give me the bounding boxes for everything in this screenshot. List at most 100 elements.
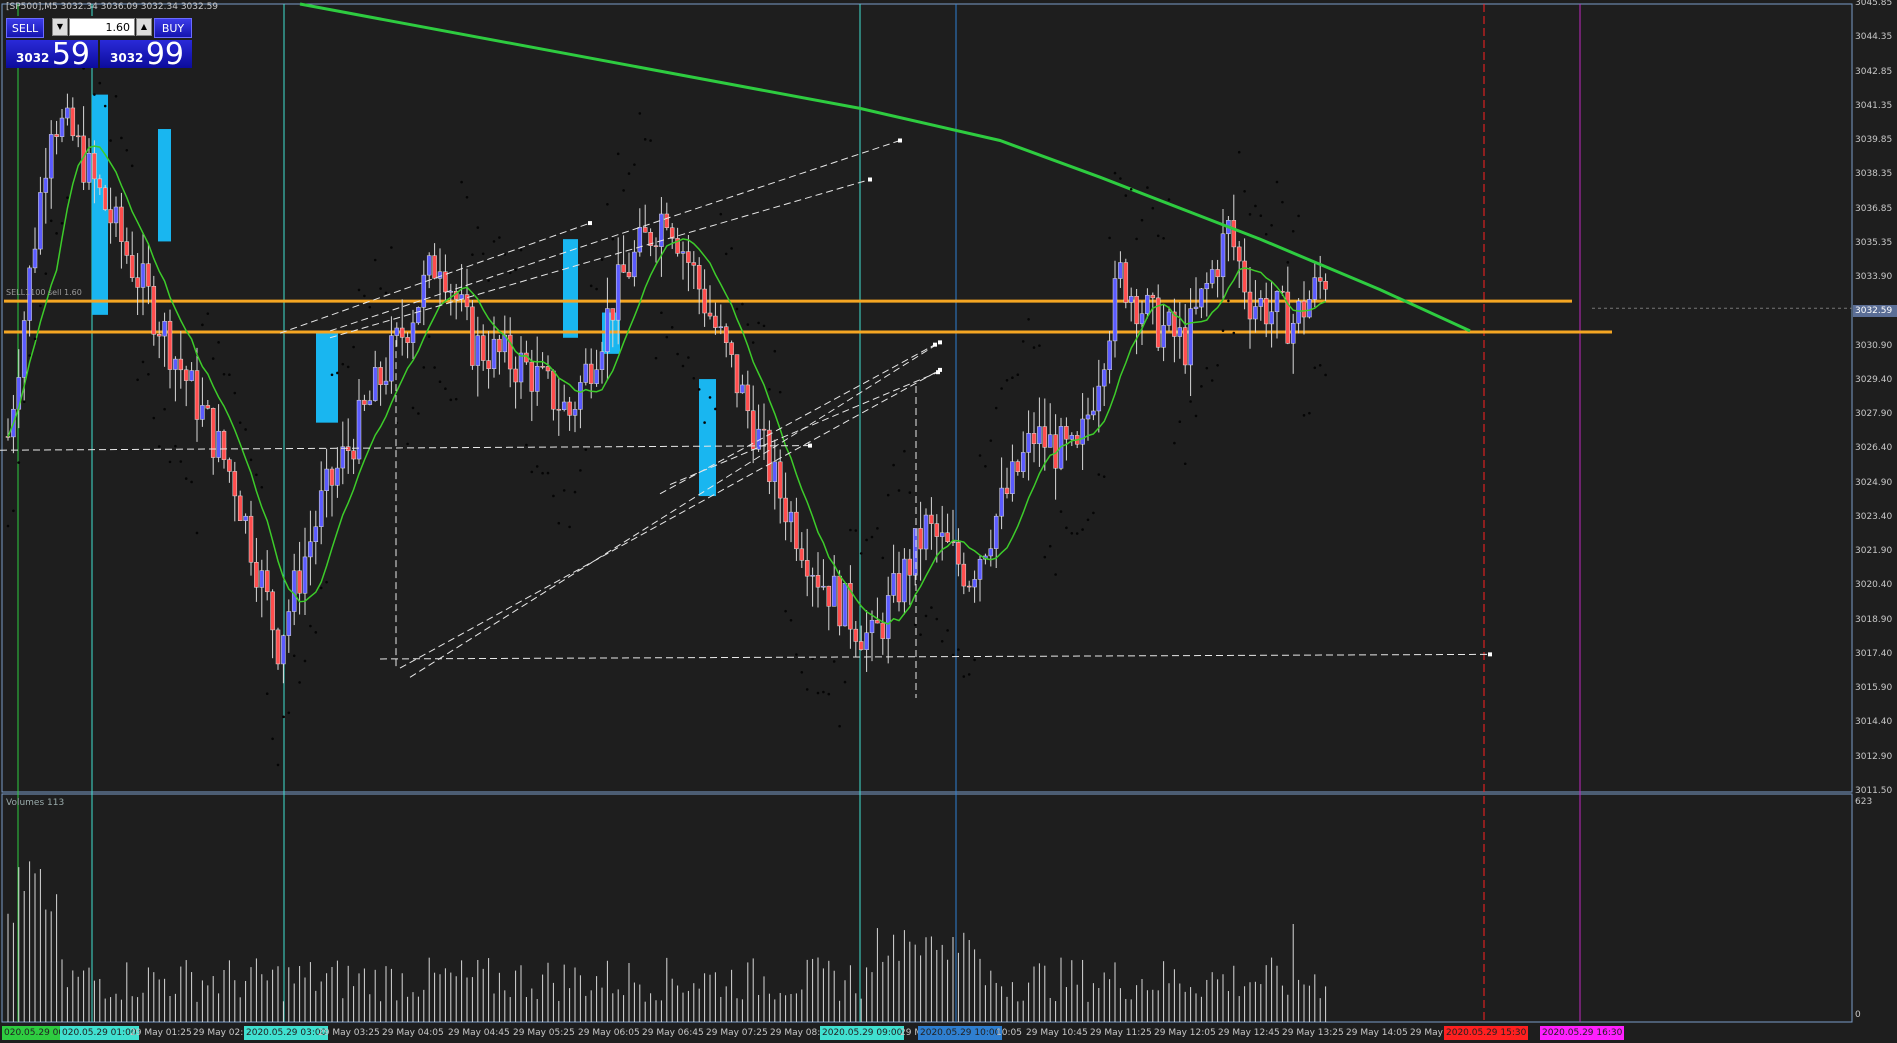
sar-dot (654, 356, 658, 360)
sar-dot (55, 232, 58, 235)
time-tick-label: 29 May 08: (770, 1028, 821, 1038)
bull-candle (902, 558, 907, 603)
bull-candle (1307, 299, 1312, 318)
sar-dot (1146, 186, 1149, 189)
time-tick-label: 29 May 07:25 (706, 1028, 768, 1038)
bear-candle (918, 528, 923, 550)
sar-dot (870, 535, 874, 539)
sar-dot (130, 164, 134, 168)
price-tick-label: 3041.35 (1855, 100, 1893, 111)
sar-dot (784, 609, 787, 613)
bear-candle (1172, 311, 1177, 337)
sar-dot (886, 493, 890, 497)
bear-candle (826, 585, 832, 607)
sar-dot (120, 136, 123, 140)
sar-dot (255, 473, 258, 477)
bear-candle (237, 495, 243, 521)
bear-candle (1231, 220, 1237, 248)
sar-dot (39, 304, 42, 308)
bear-candle (227, 459, 232, 472)
price-tick-label: 3021.90 (1855, 546, 1893, 557)
sar-dot (1237, 150, 1241, 154)
bear-candle (205, 405, 211, 409)
bear-candle (956, 542, 961, 565)
volume-panel-label: Volumes 113 (6, 798, 65, 808)
bear-candle (707, 312, 713, 317)
bear-candle (961, 563, 967, 587)
bull-candle (1047, 434, 1053, 448)
sar-dot (724, 252, 728, 256)
sar-dot (670, 326, 674, 329)
sar-dot (103, 104, 107, 108)
bear-candle (783, 497, 788, 523)
sar-dot (892, 463, 895, 467)
bull-candle (416, 307, 421, 324)
sar-dot (93, 93, 96, 96)
sar-dot (913, 623, 917, 627)
bear-candle (556, 408, 562, 411)
lot-size-input[interactable]: 1.60 (69, 18, 135, 36)
price-tick-label: 3039.85 (1855, 135, 1893, 146)
buy-price-box[interactable]: 3032 99 (100, 37, 192, 72)
sar-dot (1173, 441, 1176, 445)
price-tick-label: 3023.40 (1855, 511, 1893, 522)
bull-candle (977, 558, 983, 580)
time-tick-label: 29 M (900, 1028, 923, 1038)
bull-candle (1118, 262, 1123, 279)
sar-dot (98, 81, 102, 85)
slow-moving-average (299, 2, 1471, 333)
highlight-box-3 (563, 239, 578, 338)
bear-candle (723, 326, 729, 343)
sar-dot (940, 639, 944, 643)
sar-dot (881, 556, 885, 560)
sar-dot (1221, 329, 1225, 332)
bear-candle (146, 263, 151, 287)
bear-candle (1323, 281, 1328, 290)
sar-dot (406, 442, 409, 446)
bear-candle (119, 206, 124, 242)
bear-candle (648, 232, 653, 246)
bear-candle (1123, 262, 1129, 303)
sar-dot (957, 648, 960, 651)
sar-dot (1232, 331, 1236, 335)
buy-button[interactable]: BUY (154, 18, 192, 38)
trendline-handle (588, 221, 592, 226)
lot-decrease-button[interactable]: ▼ (52, 18, 68, 36)
price-tick-label: 3017.40 (1855, 648, 1893, 659)
bear-candle (156, 334, 162, 337)
sar-dot (827, 692, 831, 696)
sar-dot (665, 335, 669, 339)
bear-candle (1134, 296, 1139, 325)
sell-button[interactable]: SELL (6, 18, 44, 38)
sar-dot (1200, 385, 1203, 388)
sar-dot (897, 489, 901, 492)
sar-dot (1108, 236, 1111, 240)
bear-candle (464, 294, 470, 308)
sar-dot (562, 489, 566, 492)
bull-candle (1145, 294, 1150, 314)
bear-candle (767, 429, 772, 482)
ohlc-readout: 3032.34 3036.09 3032.34 3032.59 (60, 2, 219, 12)
bear-candle (1064, 426, 1069, 440)
sar-dot (714, 407, 717, 411)
trendline-handle (938, 340, 942, 345)
bull-candle (864, 632, 869, 650)
sar-dot (768, 388, 771, 391)
bear-candle (702, 288, 707, 314)
bull-candle (939, 532, 945, 537)
bear-candle (178, 358, 184, 371)
bear-candle (167, 320, 173, 370)
highlight-box-5 (699, 379, 716, 497)
time-tick-label: 29 May (1410, 1028, 1443, 1038)
sar-dot (390, 246, 393, 249)
sell-price-box[interactable]: 3032 59 (6, 37, 98, 72)
lot-increase-button[interactable]: ▲ (136, 18, 152, 36)
bull-candle (1253, 306, 1258, 320)
time-tick-label: 10:05 (996, 1028, 1022, 1038)
sar-dot (1313, 366, 1317, 370)
sar-dot (908, 491, 912, 494)
sar-dot (962, 675, 966, 678)
bull-candle (173, 358, 178, 370)
